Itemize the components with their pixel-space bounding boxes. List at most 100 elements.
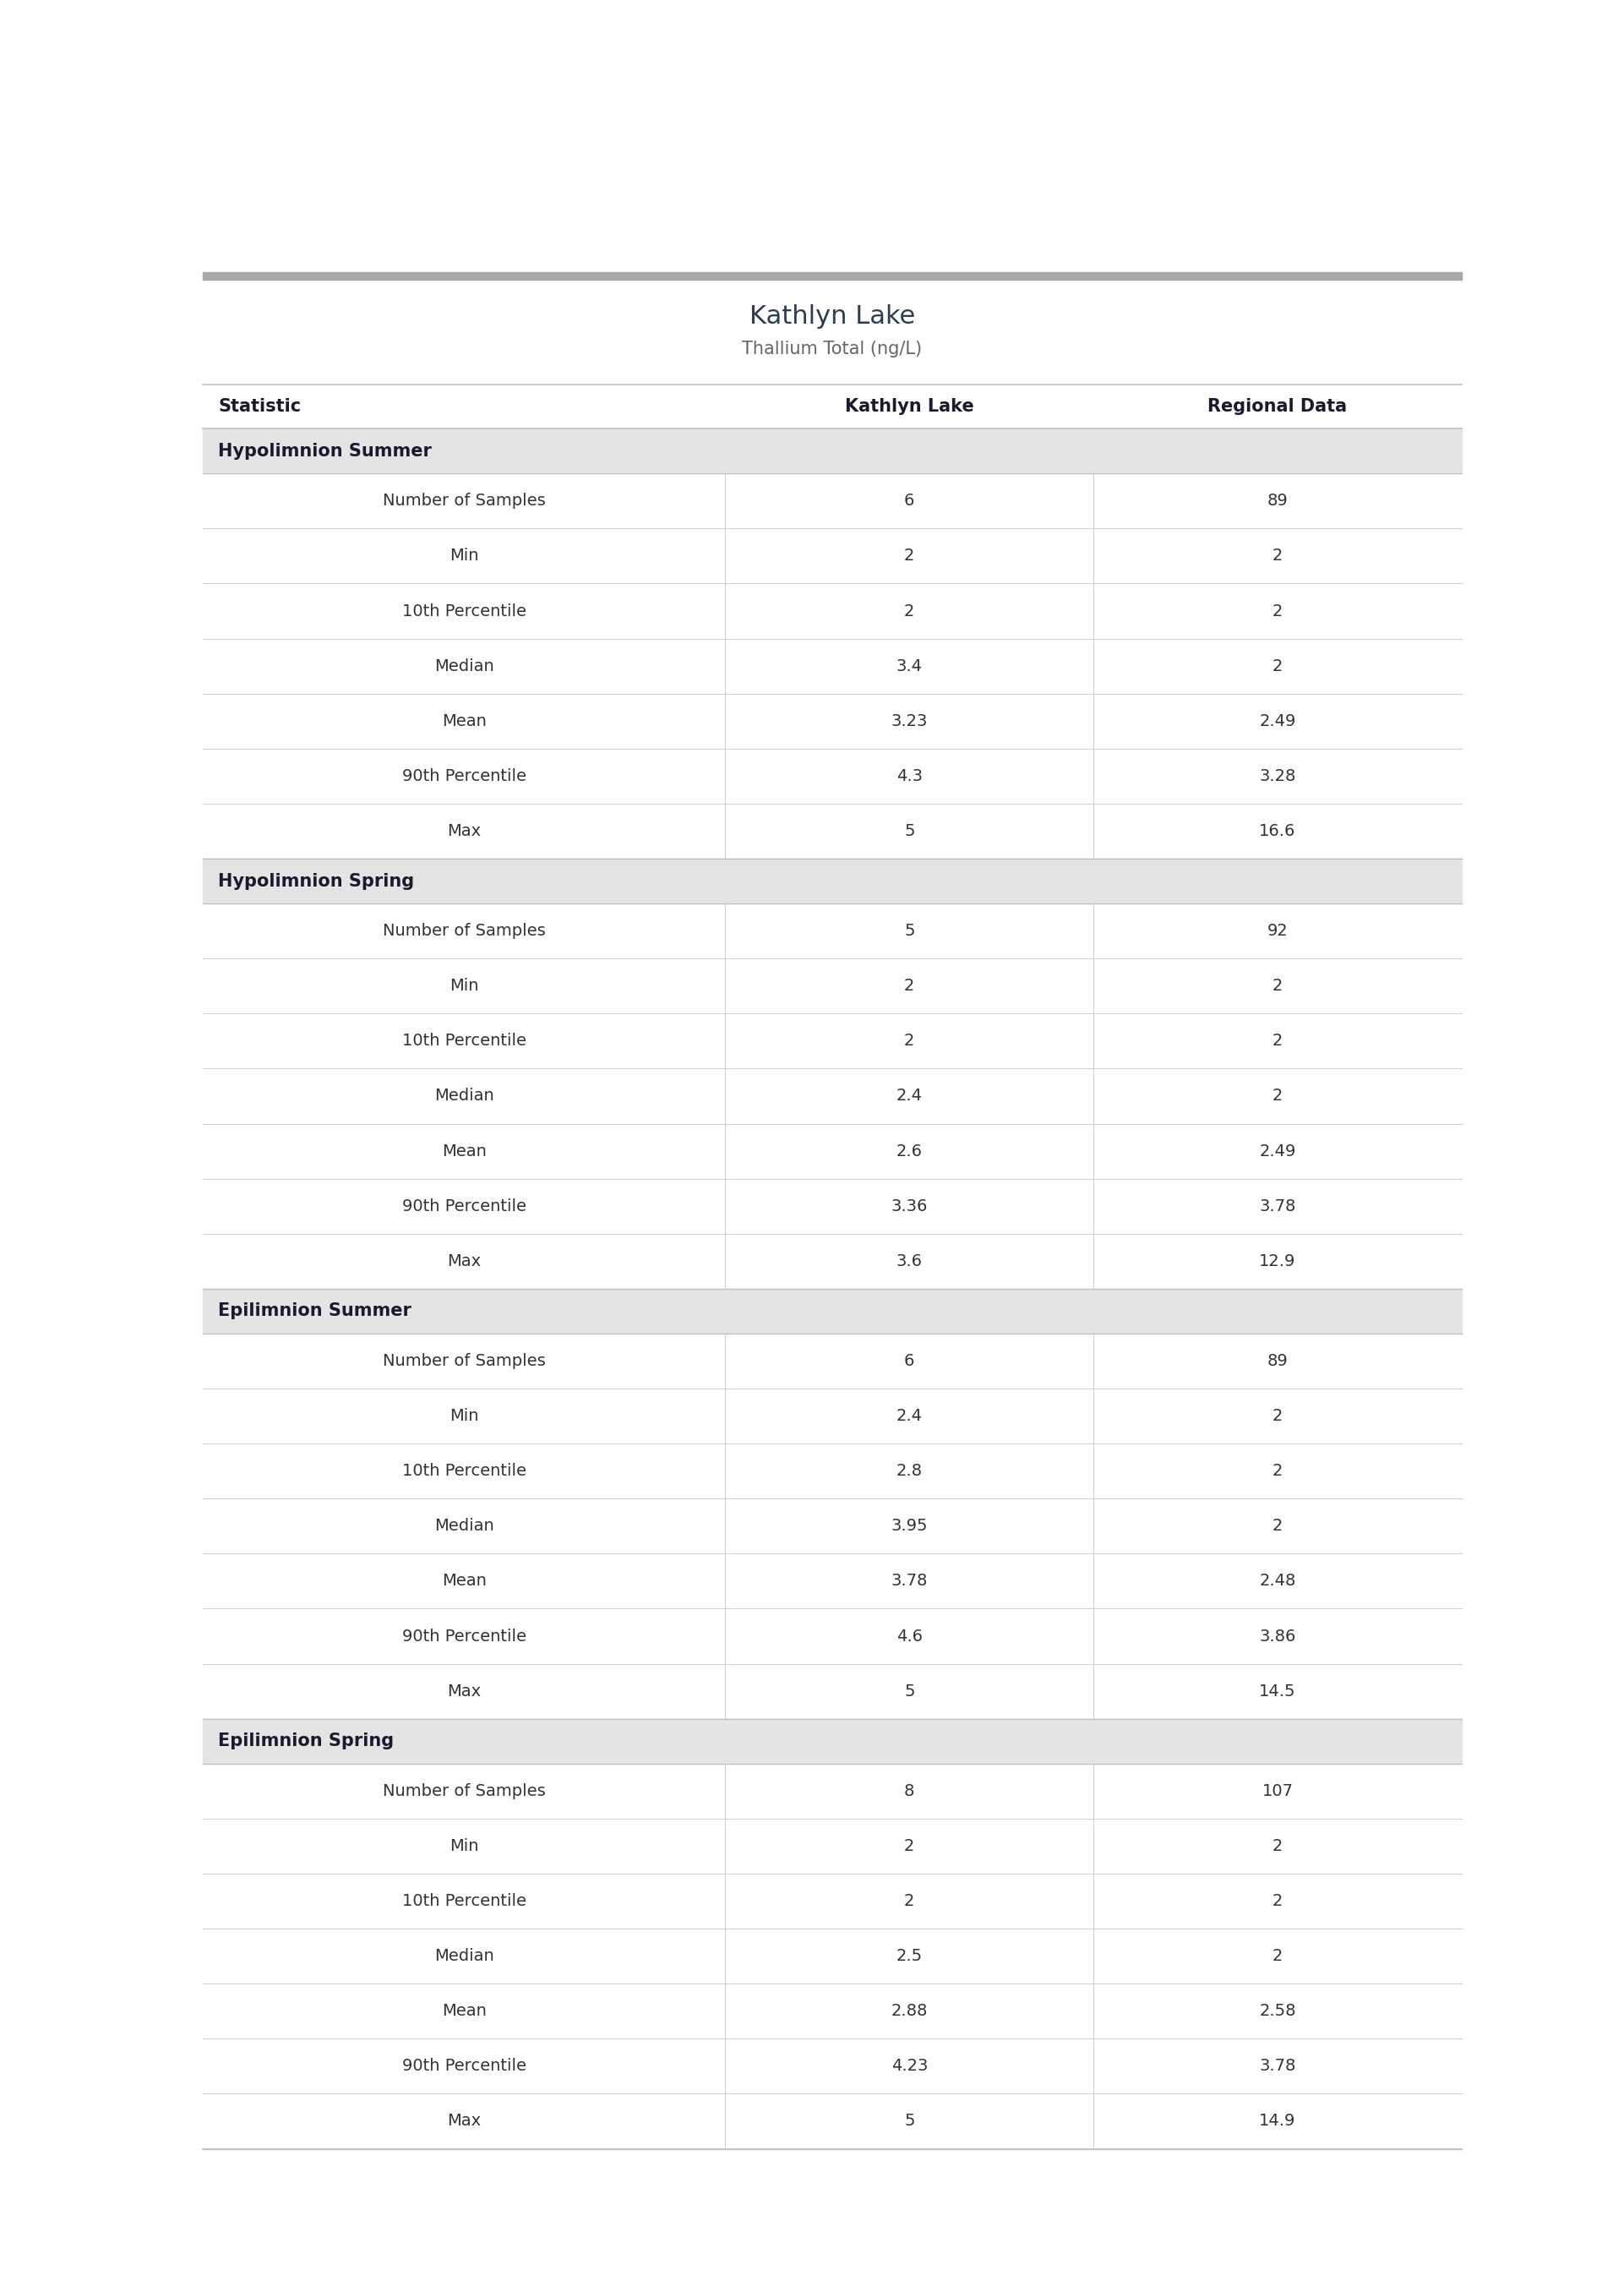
Bar bbox=[203, 1930, 1462, 1984]
Text: 2.58: 2.58 bbox=[1259, 2002, 1296, 2018]
Bar bbox=[203, 1764, 1462, 1818]
Bar bbox=[203, 858, 1462, 903]
Text: 2: 2 bbox=[1272, 1893, 1283, 1909]
Text: Statistic: Statistic bbox=[218, 397, 300, 415]
Bar bbox=[203, 272, 1462, 279]
Text: 2: 2 bbox=[1272, 1948, 1283, 1964]
Bar bbox=[203, 1069, 1462, 1124]
Bar bbox=[203, 1553, 1462, 1609]
Text: Mean: Mean bbox=[442, 713, 487, 729]
Text: 92: 92 bbox=[1267, 924, 1288, 940]
Text: 90th Percentile: 90th Percentile bbox=[403, 1628, 526, 1643]
Text: Median: Median bbox=[434, 1519, 494, 1535]
Text: 90th Percentile: 90th Percentile bbox=[403, 1199, 526, 1214]
Text: 3.78: 3.78 bbox=[1259, 1199, 1296, 1214]
Text: Max: Max bbox=[447, 1684, 481, 1700]
Bar bbox=[203, 958, 1462, 1012]
Text: 6: 6 bbox=[905, 1353, 914, 1369]
Text: 89: 89 bbox=[1267, 493, 1288, 508]
Bar bbox=[203, 384, 1462, 429]
Text: 10th Percentile: 10th Percentile bbox=[403, 1462, 526, 1480]
Text: 3.4: 3.4 bbox=[896, 658, 922, 674]
Text: 89: 89 bbox=[1267, 1353, 1288, 1369]
Text: 10th Percentile: 10th Percentile bbox=[403, 604, 526, 620]
Text: 2: 2 bbox=[1272, 1033, 1283, 1049]
Bar bbox=[203, 638, 1462, 695]
Text: 2.8: 2.8 bbox=[896, 1462, 922, 1480]
Text: 90th Percentile: 90th Percentile bbox=[403, 2059, 526, 2075]
Text: 90th Percentile: 90th Percentile bbox=[403, 767, 526, 783]
Text: 2: 2 bbox=[905, 547, 914, 563]
Text: Max: Max bbox=[447, 824, 481, 840]
Text: 3.86: 3.86 bbox=[1259, 1628, 1296, 1643]
Text: 3.28: 3.28 bbox=[1259, 767, 1296, 783]
Text: 10th Percentile: 10th Percentile bbox=[403, 1893, 526, 1909]
Text: 2: 2 bbox=[1272, 1087, 1283, 1103]
Text: Min: Min bbox=[450, 978, 479, 994]
Text: 16.6: 16.6 bbox=[1259, 824, 1296, 840]
Text: 10th Percentile: 10th Percentile bbox=[403, 1033, 526, 1049]
Text: Min: Min bbox=[450, 547, 479, 563]
Text: Mean: Mean bbox=[442, 1573, 487, 1589]
Text: 5: 5 bbox=[905, 2113, 914, 2129]
Text: Min: Min bbox=[450, 1839, 479, 1855]
Text: 6: 6 bbox=[905, 493, 914, 508]
Text: 14.9: 14.9 bbox=[1259, 2113, 1296, 2129]
Bar bbox=[203, 474, 1462, 529]
Bar bbox=[203, 2038, 1462, 2093]
Bar bbox=[203, 1178, 1462, 1233]
Text: Min: Min bbox=[450, 1407, 479, 1423]
Bar bbox=[203, 1289, 1462, 1332]
Text: Thallium Total (ng/L): Thallium Total (ng/L) bbox=[742, 340, 922, 359]
Text: 4.3: 4.3 bbox=[896, 767, 922, 783]
Text: 2: 2 bbox=[1272, 978, 1283, 994]
Bar bbox=[203, 529, 1462, 583]
Text: Epilimnion Summer: Epilimnion Summer bbox=[218, 1303, 411, 1319]
Bar bbox=[203, 1873, 1462, 1930]
Bar bbox=[203, 1233, 1462, 1289]
Text: Number of Samples: Number of Samples bbox=[383, 493, 546, 508]
Bar bbox=[203, 1332, 1462, 1389]
Text: 3.78: 3.78 bbox=[1259, 2059, 1296, 2075]
Text: 2: 2 bbox=[1272, 1839, 1283, 1855]
Text: Epilimnion Spring: Epilimnion Spring bbox=[218, 1732, 395, 1750]
Text: Median: Median bbox=[434, 658, 494, 674]
Bar bbox=[203, 1124, 1462, 1178]
Bar bbox=[203, 1984, 1462, 2038]
Text: 2.6: 2.6 bbox=[896, 1144, 922, 1160]
Text: 3.36: 3.36 bbox=[892, 1199, 927, 1214]
Bar bbox=[203, 429, 1462, 474]
Text: 2.48: 2.48 bbox=[1259, 1573, 1296, 1589]
Text: Number of Samples: Number of Samples bbox=[383, 924, 546, 940]
Text: 2: 2 bbox=[1272, 547, 1283, 563]
Bar bbox=[203, 695, 1462, 749]
Bar bbox=[203, 1818, 1462, 1873]
Text: 5: 5 bbox=[905, 824, 914, 840]
Text: Hypolimnion Spring: Hypolimnion Spring bbox=[218, 872, 414, 890]
Bar bbox=[203, 1012, 1462, 1069]
Text: 2: 2 bbox=[905, 978, 914, 994]
Text: 14.5: 14.5 bbox=[1259, 1684, 1296, 1700]
Text: 3.6: 3.6 bbox=[896, 1253, 922, 1269]
Text: 2: 2 bbox=[905, 1839, 914, 1855]
Text: Mean: Mean bbox=[442, 1144, 487, 1160]
Bar bbox=[203, 1718, 1462, 1764]
Bar bbox=[203, 1444, 1462, 1498]
Bar bbox=[203, 1389, 1462, 1444]
Text: 2.4: 2.4 bbox=[896, 1407, 922, 1423]
Text: 2: 2 bbox=[1272, 604, 1283, 620]
Text: Number of Samples: Number of Samples bbox=[383, 1353, 546, 1369]
Text: 4.6: 4.6 bbox=[896, 1628, 922, 1643]
Text: 2: 2 bbox=[905, 1893, 914, 1909]
Text: 3.95: 3.95 bbox=[892, 1519, 927, 1535]
Bar bbox=[203, 1664, 1462, 1718]
Text: Max: Max bbox=[447, 1253, 481, 1269]
Text: 5: 5 bbox=[905, 924, 914, 940]
Text: Median: Median bbox=[434, 1948, 494, 1964]
Text: 2: 2 bbox=[1272, 1407, 1283, 1423]
Text: 2: 2 bbox=[905, 604, 914, 620]
Text: 3.23: 3.23 bbox=[892, 713, 927, 729]
Text: 12.9: 12.9 bbox=[1259, 1253, 1296, 1269]
Text: Regional Data: Regional Data bbox=[1208, 397, 1348, 415]
Text: 5: 5 bbox=[905, 1684, 914, 1700]
